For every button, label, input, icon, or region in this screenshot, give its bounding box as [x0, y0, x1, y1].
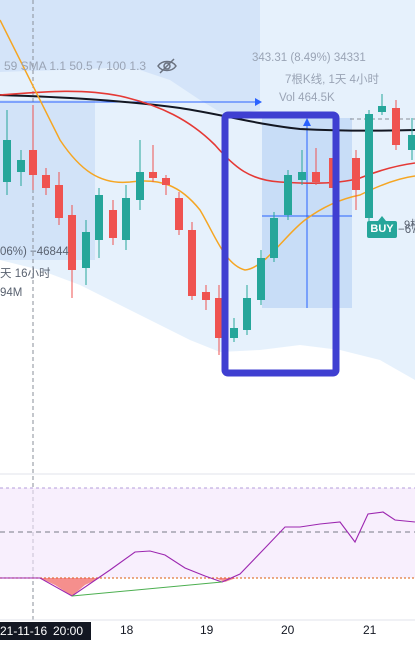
measure-vert-arrowhead: [303, 118, 311, 126]
measure-price-change: 343.31 (8.49%) 34331: [252, 52, 366, 64]
candle-bull: [270, 218, 278, 258]
right-measure-price: −67: [398, 224, 415, 236]
left-measure-volume: 94M: [0, 287, 23, 299]
x-tick-19: 19: [200, 623, 214, 637]
candle-bear: [29, 150, 37, 175]
candle-bull: [257, 258, 265, 300]
candle-bear: [162, 178, 170, 185]
buy-signal-badge[interactable]: BUY: [367, 216, 397, 238]
crosshair-date-label: 21-11-16 20:00: [0, 622, 91, 640]
crosshair-date: 21-11-16: [0, 624, 48, 638]
candle-bull: [230, 328, 238, 338]
candle-bear: [55, 185, 63, 218]
candles-group: [3, 94, 415, 355]
candle-bear: [392, 108, 400, 145]
rsi-oversold-fill: [40, 578, 100, 596]
candle-bull: [82, 232, 90, 268]
candle-bear: [312, 172, 320, 182]
candle-bear: [188, 230, 196, 296]
right-measure-bars: 9根: [404, 219, 415, 231]
candle-bear: [352, 158, 360, 190]
left-measure-price: 06%) −46844: [0, 246, 69, 258]
indicator-legend[interactable]: 59 SMA 1.1 50.5 7 100 1.3: [4, 59, 147, 73]
candle-bull: [17, 160, 25, 172]
rsi-band: [0, 488, 415, 578]
crosshair-time: 20:00: [53, 624, 84, 638]
candle-bull: [298, 172, 306, 180]
measure-top-arrowhead: [255, 98, 262, 106]
rsi-line: [0, 511, 415, 597]
candle-bear: [42, 175, 50, 188]
candle-bear: [149, 172, 157, 178]
candle-bull: [136, 172, 144, 200]
candle-bear: [202, 292, 210, 300]
candle-bear: [68, 215, 76, 270]
divergence-line: [71, 581, 223, 597]
candle-bull: [378, 106, 386, 112]
candle-bear: [109, 210, 117, 238]
left-measure-duration: 天 16小时: [0, 268, 51, 280]
x-tick-18: 18: [120, 623, 134, 637]
candle-bull: [3, 140, 11, 182]
candle-bull: [122, 198, 130, 240]
candle-bull: [284, 175, 292, 215]
eye-off-icon[interactable]: [156, 57, 178, 75]
x-tick-20: 20: [281, 623, 295, 637]
x-tick-21: 21: [363, 623, 377, 637]
candle-bull: [408, 135, 415, 150]
candle-bull: [95, 195, 103, 240]
candle-bull: [365, 114, 373, 218]
measure-volume: Vol 464.5K: [279, 92, 335, 104]
candle-bear: [175, 198, 183, 230]
candle-bull: [243, 298, 251, 330]
candle-bear: [215, 298, 223, 338]
measure-bars-duration: 7根K线, 1天 4小时: [285, 74, 379, 86]
envelope-band-inner: [0, 0, 260, 115]
highlight-box[interactable]: [221, 111, 340, 377]
sma-orange-line: [0, 19, 415, 271]
